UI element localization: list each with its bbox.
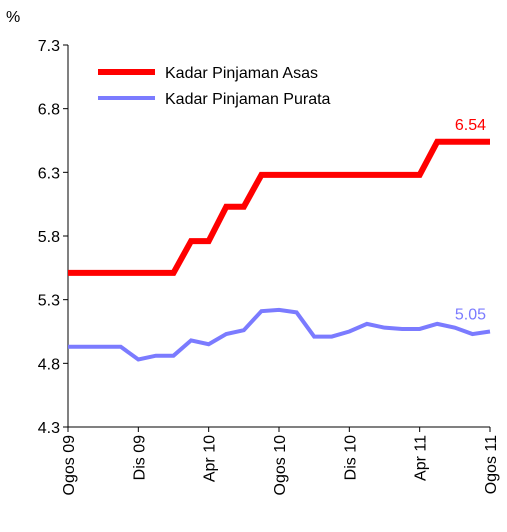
y-tick-label: 6.8 [38,102,60,119]
x-tick-label: Apr 11 [413,435,430,481]
data-label: 6.54 [455,117,486,134]
series-line [68,307,491,362]
y-tick-label: 4.3 [38,420,60,437]
y-tick-label: 7.3 [38,38,60,55]
x-tick-label: Ogos 10 [272,435,289,496]
y-tick-label: 5.8 [38,229,60,246]
y-tick-label: 6.3 [38,165,60,182]
y-tick-label: 4.8 [38,356,60,373]
legend-label: Kadar Pinjaman Asas [165,65,318,82]
data-label: 5.05 [455,307,486,324]
y-tick-label: 5.3 [38,293,60,310]
x-tick-label: Ogos 09 [61,435,78,496]
x-tick-label: Dis 09 [131,435,148,480]
x-tick-label: Ogos 11 [483,435,500,494]
x-tick-label: Dis 10 [342,435,359,480]
legend-label: Kadar Pinjaman Purata [165,91,331,108]
y-axis-label: % [6,9,20,26]
x-tick-label: Apr 10 [202,435,219,482]
series-line [68,138,490,276]
